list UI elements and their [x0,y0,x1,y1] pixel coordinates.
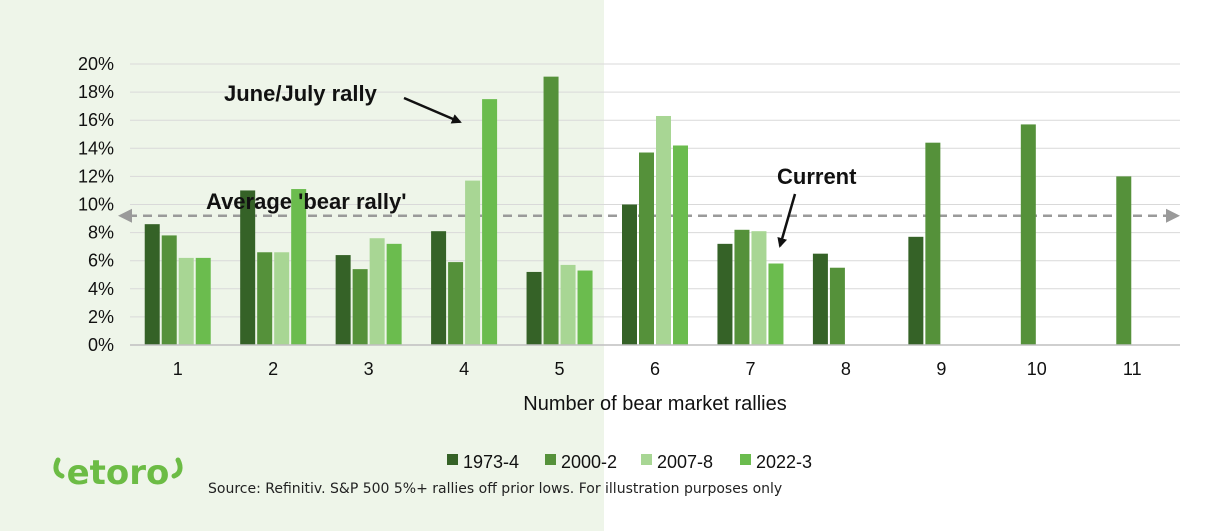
bar-2000-2-cat-5 [543,76,559,346]
x-tick-label: 6 [650,359,660,379]
bar-2007-8-cat-4 [465,180,481,345]
bar-2000-2-cat-4 [448,262,464,345]
bar-1973-4-cat-1 [144,224,160,345]
annotation-current: Current [777,164,857,189]
bar-1973-4-cat-3 [335,255,351,345]
bar-1973-4-cat-5 [526,271,542,345]
y-tick-label: 4% [88,279,114,299]
axes: 0% 2% 4% 6% 8% 10% 12% 14% 16% 18% 20% 1 2 3 4 5 6 7 8 9 10 1… [78,54,1180,379]
bar-2022-3-cat-7 [768,263,784,345]
x-tick-label: 3 [364,359,374,379]
average-line-arrow-left [118,208,132,223]
legend-label-2007-8: 2007-8 [657,452,713,472]
bar-2000-2-cat-11 [1116,176,1132,345]
legend: 1973-4 2000-2 2007-8 2022-3 [447,452,812,472]
bar-2007-8-cat-6 [656,115,671,345]
bars [144,76,1132,346]
y-tick-label: 18% [78,82,114,102]
x-tick-label: 2 [268,359,278,379]
bar-2007-8-cat-1 [178,257,194,345]
bar-2000-2-cat-1 [161,235,177,345]
bar-1973-4-cat-4 [431,231,447,345]
x-tick-label: 11 [1123,359,1142,379]
bar-2000-2-cat-9 [925,142,941,345]
legend-swatch-2000-2 [545,454,556,465]
bar-2000-2-cat-3 [352,269,368,345]
logo-text: etoro [67,453,170,493]
y-tick-label: 8% [88,223,114,243]
bar-2000-2-cat-10 [1020,124,1036,345]
bar-2022-3-cat-2 [291,189,307,345]
x-tick-label: 5 [555,359,565,379]
legend-label-2000-2: 2000-2 [561,452,617,472]
x-axis-label: Number of bear market rallies [523,393,786,415]
y-tick-label: 2% [88,307,114,327]
average-line-label: Average 'bear rally' [206,189,406,214]
x-tick-label: 9 [936,359,946,379]
bar-2000-2-cat-2 [257,252,273,345]
average-line-arrow-right [1166,208,1180,223]
bar-2007-8-cat-5 [560,264,576,345]
bar-2022-3-cat-6 [673,145,688,345]
y-tick-label: 0% [88,335,114,355]
bar-1973-4-cat-6 [622,204,637,345]
legend-swatch-2022-3 [740,454,751,465]
annotation-june-july-rally: June/July rally [224,81,378,106]
etoro-logo: etoro [52,446,192,501]
bar-2022-3-cat-5 [577,270,593,345]
y-tick-label: 10% [78,195,114,215]
bar-2022-3-cat-4 [482,99,498,345]
legend-swatch-1973-4 [447,454,458,465]
bar-2000-2-cat-6 [639,152,654,345]
x-tick-label: 8 [841,359,851,379]
bar-2000-2-cat-8 [829,267,845,345]
legend-label-1973-4: 1973-4 [463,452,519,472]
legend-label-2022-3: 2022-3 [756,452,812,472]
x-tick-label: 7 [745,359,755,379]
y-tick-label: 20% [78,54,114,74]
bar-1973-4-cat-8 [812,253,828,345]
y-tick-label: 14% [78,138,114,158]
x-tick-label: 1 [173,359,183,379]
y-tick-label: 16% [78,110,114,130]
bar-2007-8-cat-3 [369,238,385,345]
x-tick-label: 4 [459,359,469,379]
bar-2022-3-cat-1 [195,257,211,345]
y-tick-label: 6% [88,251,114,271]
bar-2007-8-cat-7 [751,231,767,345]
bar-1973-4-cat-9 [908,236,924,345]
annotation-arrow-june-july [403,96,462,124]
legend-swatch-2007-8 [641,454,652,465]
x-tick-label: 10 [1027,359,1047,379]
annotation-arrow-current [777,193,797,248]
y-tick-label: 12% [78,166,114,186]
bar-2022-3-cat-3 [386,243,402,345]
source-note: Source: Refinitiv. S&P 500 5%+ rallies o… [208,481,783,497]
bar-2000-2-cat-7 [734,229,750,345]
bar-2007-8-cat-2 [274,252,290,345]
bar-1973-4-cat-2 [240,190,256,345]
bar-1973-4-cat-7 [717,243,733,345]
